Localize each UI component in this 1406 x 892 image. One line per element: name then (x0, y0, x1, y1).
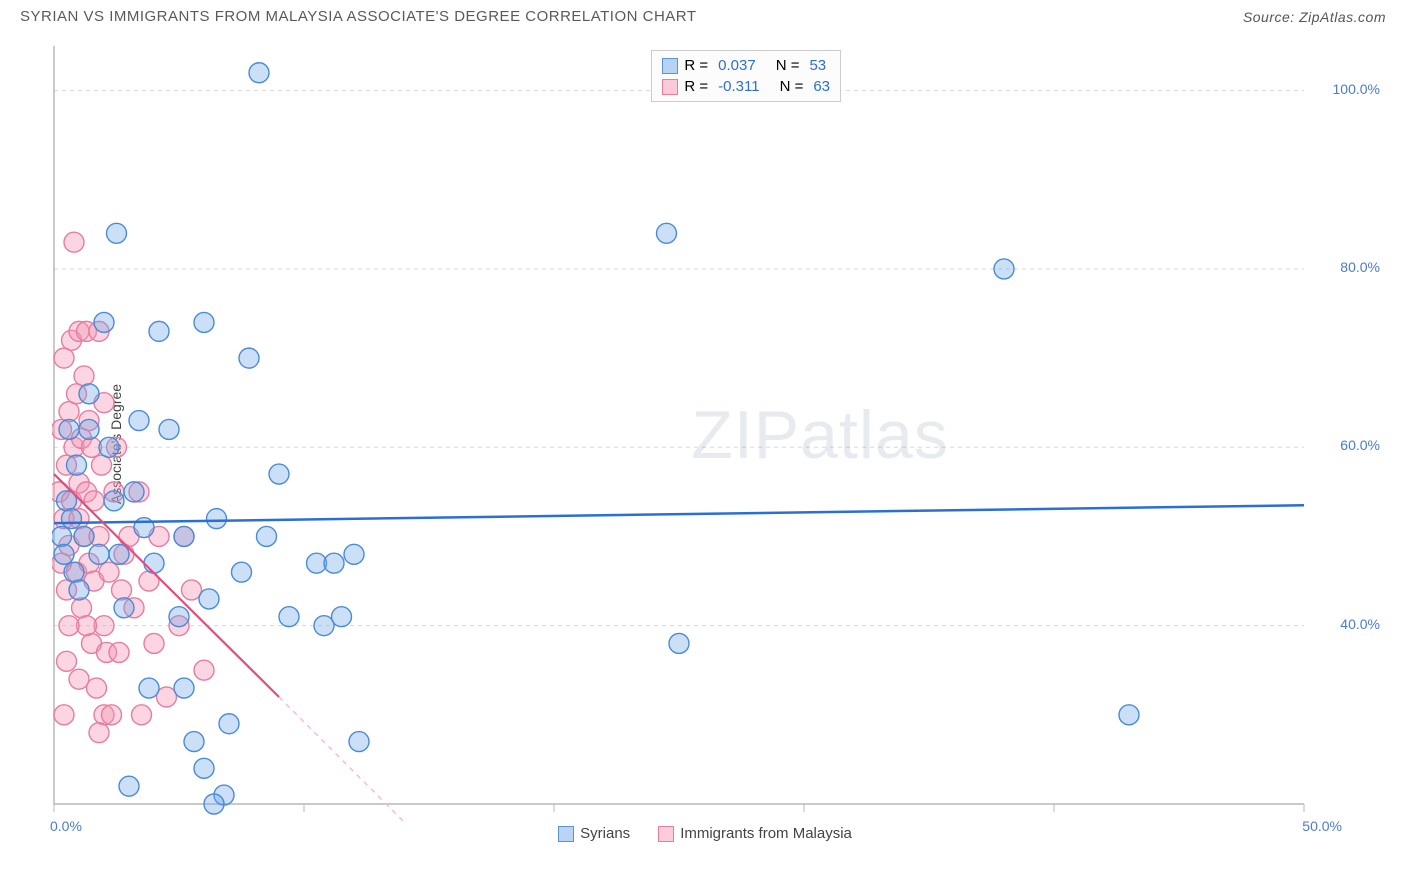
y-tick-label: 100.0% (1333, 81, 1380, 97)
series-legend: Syrians Immigrants from Malaysia (558, 825, 852, 842)
stats-row-malaysia: R =-0.311 N =63 (662, 76, 830, 97)
x-tick-label: 0.0% (50, 818, 82, 834)
stats-row-syrians: R =0.037 N =53 (662, 55, 830, 76)
legend-label-1: Syrians (580, 825, 630, 842)
x-tick-label: 50.0% (1302, 818, 1342, 834)
r-value-2: -0.311 (718, 78, 759, 95)
y-tick-label: 80.0% (1340, 259, 1380, 275)
y-tick-label: 60.0% (1340, 437, 1380, 453)
swatch-pink-icon (658, 826, 674, 842)
n-value-2: 63 (813, 78, 830, 95)
chart-title: SYRIAN VS IMMIGRANTS FROM MALAYSIA ASSOC… (20, 8, 697, 25)
source-attribution: Source: ZipAtlas.com (1243, 9, 1386, 25)
legend-item-syrians: Syrians (558, 825, 630, 842)
scatter-plot (52, 44, 1384, 844)
swatch-blue-icon (558, 826, 574, 842)
legend-item-malaysia: Immigrants from Malaysia (658, 825, 852, 842)
swatch-pink-icon (662, 79, 678, 95)
y-tick-label: 40.0% (1340, 616, 1380, 632)
n-value-1: 53 (809, 57, 826, 74)
r-value-1: 0.037 (718, 57, 756, 74)
chart-area: Associate's Degree R =0.037 N =53 R =-0.… (52, 44, 1384, 844)
legend-label-2: Immigrants from Malaysia (680, 825, 852, 842)
stats-legend: R =0.037 N =53 R =-0.311 N =63 (651, 50, 841, 102)
swatch-blue-icon (662, 58, 678, 74)
